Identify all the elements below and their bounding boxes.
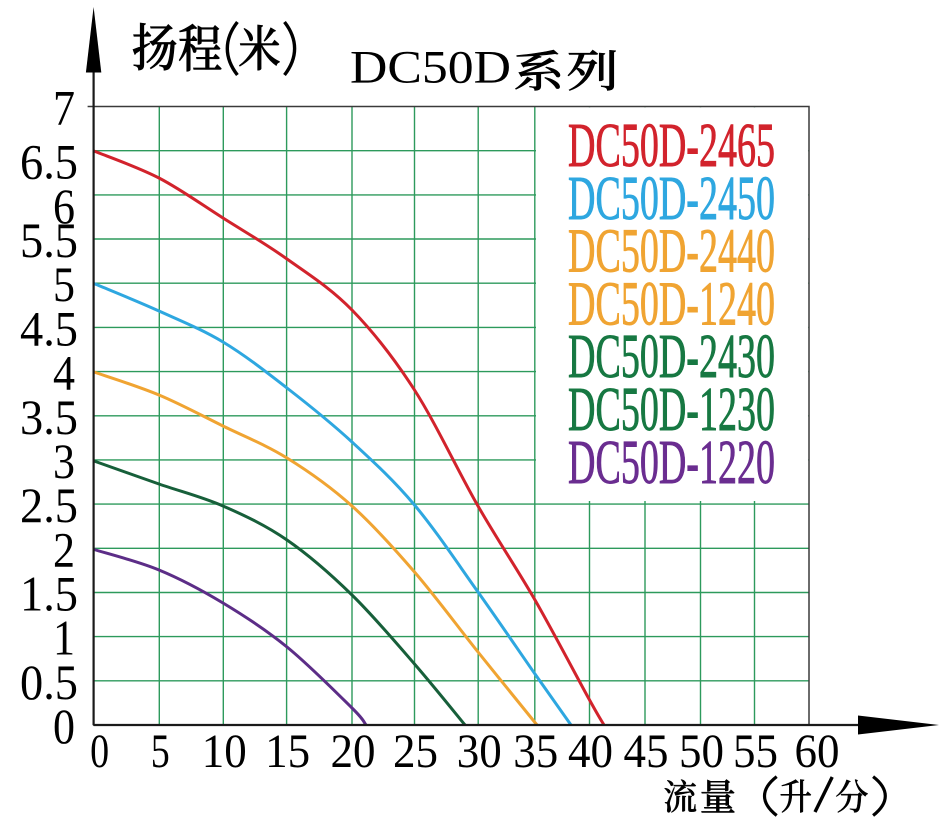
svg-text:15: 15 — [265, 725, 310, 778]
svg-text:1.5: 1.5 — [20, 566, 78, 622]
svg-text:30: 30 — [457, 725, 502, 778]
svg-text:2: 2 — [53, 521, 75, 577]
svg-text:DC50D-2465: DC50D-2465 — [568, 112, 775, 180]
svg-text:45: 45 — [624, 725, 669, 778]
svg-text:0: 0 — [90, 725, 109, 778]
svg-text:7: 7 — [53, 80, 75, 136]
svg-text:DC50D-1240: DC50D-1240 — [568, 270, 775, 338]
svg-text:25: 25 — [393, 725, 438, 778]
svg-text:DC50D-1230: DC50D-1230 — [568, 376, 775, 444]
svg-text:50: 50 — [679, 725, 724, 778]
svg-text:60: 60 — [795, 725, 840, 778]
svg-text:35: 35 — [513, 725, 558, 778]
svg-text:6.5: 6.5 — [20, 134, 78, 190]
svg-text:DC50D-1220: DC50D-1220 — [568, 429, 775, 497]
svg-text:55: 55 — [733, 725, 778, 778]
svg-text:DC50D: DC50D — [350, 42, 511, 94]
svg-text:3.5: 3.5 — [20, 389, 78, 445]
svg-text:3: 3 — [53, 433, 75, 489]
svg-text:DC50D-2440: DC50D-2440 — [568, 218, 775, 286]
svg-text:1: 1 — [53, 610, 75, 666]
svg-text:40: 40 — [568, 725, 613, 778]
svg-text:6: 6 — [53, 178, 75, 234]
svg-text:4.5: 4.5 — [20, 300, 78, 356]
svg-text:5: 5 — [151, 725, 170, 778]
svg-text:0.5: 0.5 — [20, 654, 78, 710]
svg-text:DC50D-2430: DC50D-2430 — [568, 323, 775, 391]
svg-text:DC50D-2450: DC50D-2450 — [568, 165, 775, 233]
svg-text:4: 4 — [53, 345, 75, 401]
svg-text:20: 20 — [331, 725, 376, 778]
svg-text:10: 10 — [202, 725, 247, 778]
svg-text:5: 5 — [53, 256, 75, 312]
svg-text:5.5: 5.5 — [20, 212, 78, 268]
svg-text:0: 0 — [53, 698, 75, 754]
svg-text:2.5: 2.5 — [20, 477, 78, 533]
